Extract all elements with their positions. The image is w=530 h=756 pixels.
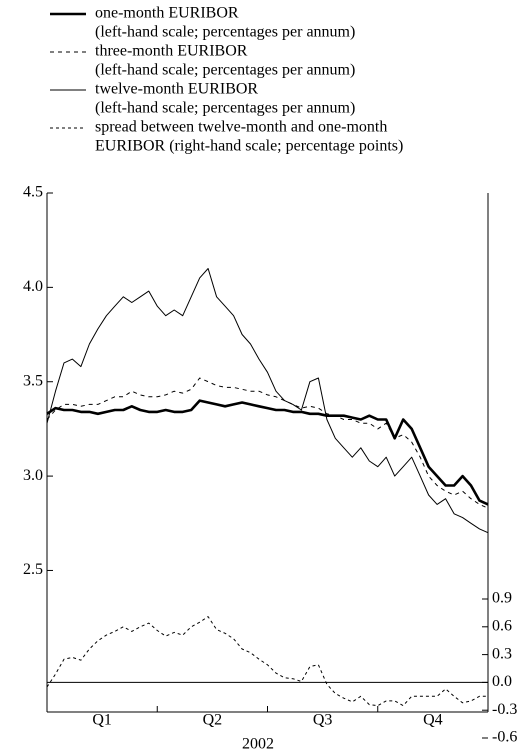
y2-tick-label: 0.9 xyxy=(492,590,512,607)
x-axis-label: 2002 xyxy=(242,736,274,753)
series-line xyxy=(46,399,489,506)
legend-label: one-month EURIBOR xyxy=(95,5,239,22)
series-line xyxy=(46,616,488,707)
x-tick-label: Q3 xyxy=(313,712,333,729)
legend-label: three-month EURIBOR xyxy=(95,43,248,60)
x-tick-label: Q1 xyxy=(92,712,112,729)
y2-tick-label: 0.6 xyxy=(492,617,512,634)
y-tick-label: 4.5 xyxy=(23,184,43,201)
y2-tick-label: -0.6 xyxy=(492,729,517,746)
y2-tick-label: 0.3 xyxy=(492,645,512,662)
series-line xyxy=(46,268,489,534)
y-tick-label: 3.0 xyxy=(23,467,43,484)
y-tick-label: 3.5 xyxy=(23,372,43,389)
y-tick-label: 2.5 xyxy=(23,561,43,578)
legend-label: spread between twelve-month and one-mont… xyxy=(95,119,387,136)
series-line xyxy=(46,377,489,509)
x-tick-label: Q4 xyxy=(423,712,443,729)
legend-description: (left-hand scale; percentages per annum) xyxy=(95,100,355,117)
y2-tick-label: -0.3 xyxy=(492,701,517,718)
y2-tick-label: 0.0 xyxy=(492,673,512,690)
x-tick-label: Q2 xyxy=(203,712,223,729)
legend-description: (left-hand scale; percentages per annum) xyxy=(95,24,355,41)
legend-description: EURIBOR (right-hand scale; percentage po… xyxy=(95,138,403,155)
legend-description: (left-hand scale; percentages per annum) xyxy=(95,62,355,79)
y-tick-label: 4.0 xyxy=(23,278,43,295)
legend-label: twelve-month EURIBOR xyxy=(95,81,258,98)
